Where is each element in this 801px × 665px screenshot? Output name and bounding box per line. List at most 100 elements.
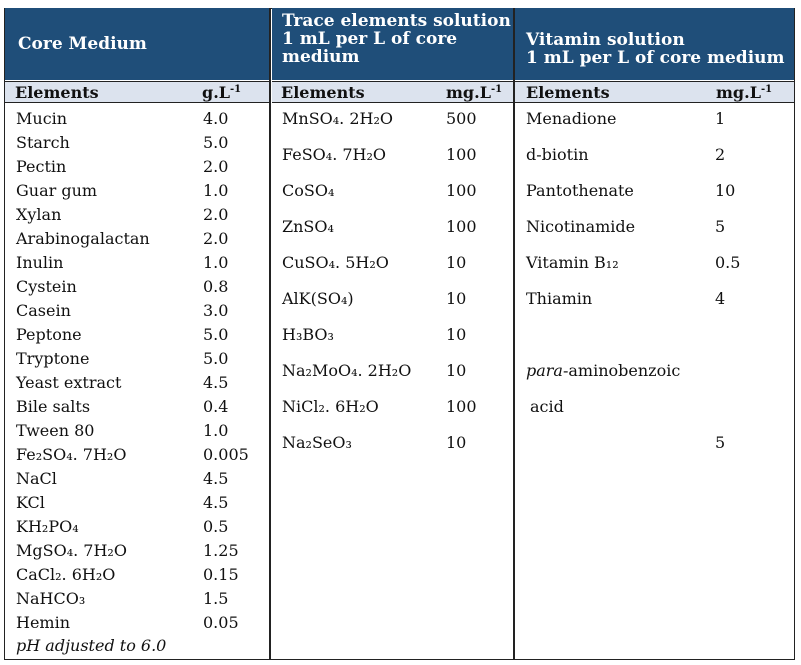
core-row-value: 0.5 (203, 517, 229, 536)
column-divider (513, 8, 515, 660)
trace-row-value: 10 (446, 289, 467, 308)
trace-row-name: Na₂SeO₃ (282, 433, 352, 452)
core-row-name: Casein (16, 301, 71, 320)
vitamin-row-name: Nicotinamide (526, 217, 636, 236)
core-row-name: MgSO₄. 7H₂O (16, 541, 127, 560)
core-row-name: Fe₂SO₄. 7H₂O (16, 445, 127, 464)
header-core-title: Core Medium (18, 34, 147, 54)
vitamin-row-name: Menadione (526, 109, 617, 128)
core-row-value: 0.005 (203, 445, 249, 464)
vitamin-row-name: Vitamin B₁₂ (526, 253, 619, 272)
trace-row-name: MnSO₄. 2H₂O (282, 109, 394, 128)
subheader-core: Elements g.L-1 (5, 81, 270, 103)
core-row-name: Cystein (16, 277, 77, 296)
header-vitamin-line1: Vitamin solution (526, 30, 685, 50)
core-row-name: Yeast extract (16, 373, 122, 392)
core-row-value: 0.8 (203, 277, 229, 296)
core-row-name: Arabinogalactan (16, 229, 150, 248)
subheader-vitamin-elements: Elements (526, 83, 610, 102)
subheader-vitamin: Elements mg.L-1 (515, 81, 794, 103)
core-row-value: 2.0 (203, 229, 229, 248)
core-row-value: 4.0 (203, 109, 229, 128)
subheader-trace-unit: mg.L-1 (446, 83, 503, 102)
core-row-value: 1.25 (203, 541, 239, 560)
column-divider (269, 8, 271, 660)
core-row-value: 4.5 (203, 373, 229, 392)
trace-row-name: FeSO₄. 7H₂O (282, 145, 387, 164)
core-row-value: 1.0 (203, 253, 229, 272)
vitamin-row-value: 10 (715, 181, 736, 200)
vitamin-acid-value: 5 (715, 433, 726, 452)
trace-row-value: 100 (446, 145, 477, 164)
trace-row-name: CoSO₄ (282, 181, 335, 200)
vitamin-row-name: Thiamin (526, 289, 593, 308)
subheader-core-elements: Elements (15, 83, 99, 102)
core-row-name: Pectin (16, 157, 67, 176)
core-row-name: Starch (16, 133, 70, 152)
core-row-value: 2.0 (203, 157, 229, 176)
vitamin-row-value: 5 (715, 217, 726, 236)
trace-row-name: NiCl₂. 6H₂O (282, 397, 379, 416)
core-row-value: 0.4 (203, 397, 229, 416)
core-row-name: Bile salts (16, 397, 91, 416)
header-trace: Trace elements solution 1 mL per L of co… (272, 8, 513, 80)
trace-row-value: 10 (446, 361, 467, 380)
core-row-value: 1.0 (203, 421, 229, 440)
vitamin-row-value: 4 (715, 289, 726, 308)
core-row-name: Guar gum (16, 181, 98, 200)
subheader-vitamin-unit: mg.L-1 (716, 83, 773, 102)
trace-row-name: Na₂MoO₄. 2H₂O (282, 361, 412, 380)
core-row-name: KH₂PO₄ (16, 517, 79, 536)
core-row-value: 5.0 (203, 349, 229, 368)
trace-row-name: CuSO₄. 5H₂O (282, 253, 389, 272)
core-row-value: 4.5 (203, 493, 229, 512)
core-row-name: KCl (16, 493, 45, 512)
vitamin-row-name: d-biotin (526, 145, 589, 164)
header-core: Core Medium (5, 8, 270, 80)
vitamin-row-value: 2 (715, 145, 726, 164)
core-row-name: Tryptone (16, 349, 90, 368)
trace-row-value: 100 (446, 181, 477, 200)
trace-row-value: 100 (446, 397, 477, 416)
header-vitamin: Vitamin solution 1 mL per L of core medi… (515, 8, 794, 80)
core-row-value: 3.0 (203, 301, 229, 320)
core-row-name: Inulin (16, 253, 64, 272)
subheader-core-unit: g.L-1 (202, 83, 242, 102)
core-row-name: Xylan (16, 205, 62, 224)
vitamin-row-name: Pantothenate (526, 181, 634, 200)
core-row-value: 4.5 (203, 469, 229, 488)
trace-row-value: 10 (446, 325, 467, 344)
core-row-value: 0.05 (203, 613, 239, 632)
core-row-name: Hemin (16, 613, 71, 632)
trace-row-name: AlK(SO₄) (282, 289, 354, 308)
core-row-name: Mucin (16, 109, 68, 128)
core-row-value: 1.5 (203, 589, 229, 608)
trace-row-name: H₃BO₃ (282, 325, 334, 344)
trace-row-value: 10 (446, 253, 467, 272)
trace-row-value: 10 (446, 433, 467, 452)
core-row-value: 2.0 (203, 205, 229, 224)
core-row-name: NaHCO₃ (16, 589, 86, 608)
core-footnote: pH adjusted to 6.0 (16, 636, 167, 655)
header-trace-line3: medium (282, 47, 360, 67)
core-row-name: Tween 80 (16, 421, 95, 440)
header-trace-line1: Trace elements solution (282, 11, 511, 31)
subheader-trace-elements: Elements (281, 83, 365, 102)
header-vitamin-line2: 1 mL per L of core medium (526, 48, 785, 68)
trace-row-value: 100 (446, 217, 477, 236)
core-row-name: CaCl₂. 6H₂O (16, 565, 116, 584)
trace-row-value: 500 (446, 109, 477, 128)
core-row-name: Peptone (16, 325, 82, 344)
vitamin-row-value: 0.5 (715, 253, 741, 272)
subheader-trace: Elements mg.L-1 (272, 81, 513, 103)
trace-row-name: ZnSO₄ (282, 217, 334, 236)
core-row-value: 5.0 (203, 133, 229, 152)
vitamin-para-aminobenzoic: para-aminobenzoic (526, 361, 681, 380)
core-row-value: 0.15 (203, 565, 239, 584)
header-trace-line2: 1 mL per L of core (282, 29, 458, 49)
table-border (4, 8, 795, 660)
core-row-value: 1.0 (203, 181, 229, 200)
vitamin-acid: acid (530, 397, 564, 416)
core-row-name: NaCl (16, 469, 57, 488)
